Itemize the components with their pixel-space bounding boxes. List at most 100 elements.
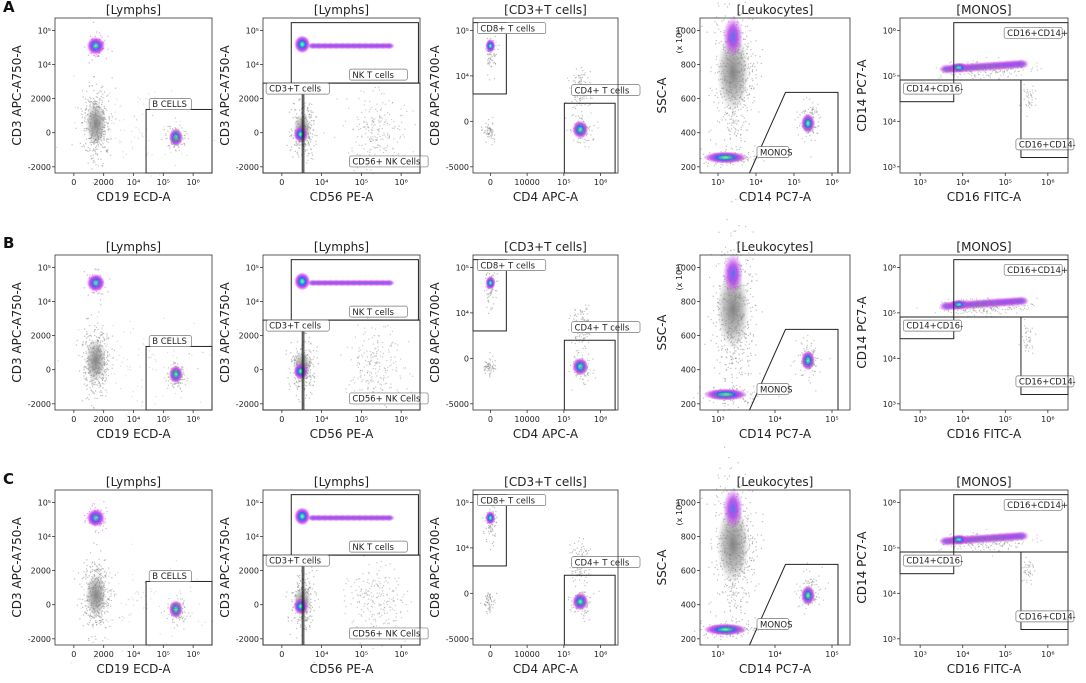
- event-dot: [357, 324, 359, 326]
- event-dot: [574, 356, 576, 358]
- event-dot: [976, 63, 978, 65]
- event-dot: [491, 134, 493, 136]
- event-dot: [716, 55, 718, 57]
- event-dot: [182, 374, 184, 376]
- event-dot: [181, 366, 183, 368]
- event-dot: [91, 136, 93, 138]
- event-dot: [1036, 65, 1038, 68]
- event-dot: [747, 25, 749, 27]
- event-dot: [396, 389, 398, 391]
- event-dot: [487, 370, 489, 372]
- event-dot: [732, 108, 734, 110]
- event-dot: [88, 366, 90, 368]
- event-dot: [297, 154, 299, 156]
- event-dot: [967, 63, 969, 65]
- event-dot: [356, 364, 358, 366]
- event-dot: [88, 108, 90, 110]
- event-dot: [732, 111, 734, 113]
- event-dot: [92, 44, 94, 46]
- event-dot: [709, 87, 712, 89]
- event-dot: [734, 122, 736, 124]
- event-dot: [974, 74, 976, 76]
- event-dot: [728, 327, 731, 329]
- event-dot: [380, 109, 382, 111]
- event-dot: [93, 106, 95, 108]
- event-dot: [727, 337, 729, 339]
- event-dot: [1031, 96, 1033, 98]
- event-dot: [183, 372, 185, 374]
- event-dot: [106, 121, 108, 124]
- event-dot: [726, 352, 728, 354]
- event-dot: [96, 148, 98, 150]
- x-tick-label: 2000: [93, 415, 113, 424]
- event-dot: [292, 360, 294, 362]
- event-dot: [175, 128, 177, 130]
- event-dot: [95, 145, 98, 147]
- event-dot: [93, 283, 95, 285]
- event-dot: [97, 143, 99, 145]
- event-dot: [582, 378, 584, 380]
- event-dot: [1030, 95, 1032, 97]
- event-dot: [90, 132, 92, 134]
- event-dot: [744, 154, 746, 156]
- event-dot: [729, 309, 731, 311]
- event-dot: [310, 369, 312, 371]
- event-dot: [490, 290, 492, 292]
- event-dot: [743, 352, 745, 354]
- event-dot: [375, 139, 377, 141]
- event-dot: [98, 52, 100, 54]
- event-dot: [181, 390, 183, 393]
- event-dot: [371, 378, 373, 380]
- event-dot: [97, 47, 99, 49]
- event-dot: [737, 314, 739, 316]
- event-dot: [101, 358, 103, 360]
- cd3-t-cells-label: CD3+T cells: [269, 322, 322, 332]
- event-dot: [104, 380, 107, 382]
- event-dot: [92, 392, 94, 394]
- event-dot: [720, 158, 722, 160]
- event-dot: [717, 71, 719, 73]
- cd4-t-cells-gate[interactable]: [563, 339, 616, 411]
- event-dot: [386, 369, 389, 371]
- cd4-t-cells-gate[interactable]: [563, 102, 616, 174]
- event-dot: [745, 81, 747, 83]
- event-dot: [753, 245, 755, 247]
- event-dot: [73, 75, 75, 77]
- event-dot: [111, 77, 113, 79]
- event-dot: [377, 341, 379, 343]
- event-dot: [302, 116, 304, 118]
- event-dot: [968, 69, 970, 71]
- event-dot: [574, 98, 576, 101]
- event-dot: [485, 366, 487, 368]
- event-dot: [99, 52, 101, 54]
- event-dot: [106, 338, 108, 340]
- event-dot: [740, 319, 742, 321]
- event-dot: [490, 369, 492, 371]
- event-dot: [569, 87, 571, 89]
- event-dot: [94, 114, 96, 116]
- event-dot: [371, 138, 373, 140]
- event-dot: [90, 144, 92, 146]
- event-dot: [725, 378, 727, 380]
- event-dot: [98, 366, 100, 368]
- event-dot: [310, 375, 312, 377]
- event-dot: [351, 147, 353, 149]
- y-tick-label: 800: [681, 61, 696, 70]
- event-dot: [498, 44, 500, 46]
- event-dot: [107, 151, 109, 153]
- event-dot: [105, 378, 108, 380]
- event-dot: [86, 388, 88, 390]
- event-dot: [721, 60, 723, 62]
- event-dot: [738, 296, 740, 298]
- event-dot: [175, 139, 177, 141]
- event-dot: [734, 357, 736, 359]
- event-dot: [185, 130, 187, 133]
- event-dot: [388, 136, 390, 138]
- event-dot: [371, 327, 373, 329]
- event-dot: [311, 393, 313, 395]
- event-dot: [732, 122, 734, 124]
- event-dot: [363, 126, 365, 128]
- panel-title: [CD3+T cells]: [504, 240, 587, 254]
- event-dot: [385, 119, 387, 121]
- monos-gate[interactable]: [749, 91, 839, 174]
